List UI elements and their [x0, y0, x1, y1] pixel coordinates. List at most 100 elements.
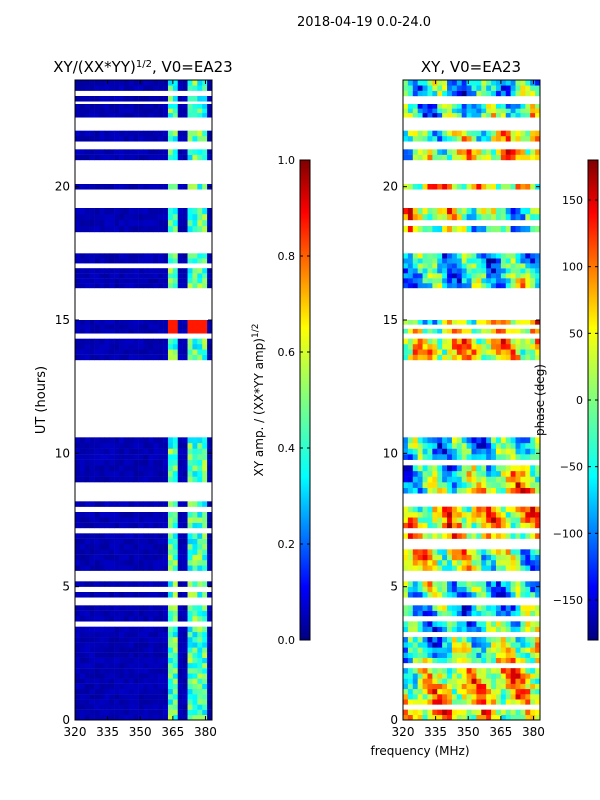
heatmap-cell	[432, 642, 438, 648]
heatmap-cell	[143, 208, 149, 215]
heatmap-cell	[530, 642, 536, 648]
heatmap-cell	[177, 226, 183, 233]
heatmap-cell	[148, 328, 154, 334]
heatmap-cell	[109, 136, 115, 142]
heatmap-cell	[104, 533, 110, 539]
heatmap-cell	[167, 283, 174, 289]
heatmap-cell	[89, 108, 95, 114]
heatmap-cell	[530, 226, 536, 233]
heatmap-cell	[163, 85, 169, 91]
heatmap-cell	[104, 678, 110, 684]
heatmap-cell	[456, 688, 463, 695]
heatmap-cell	[143, 283, 149, 289]
heatmap-cell	[461, 136, 467, 142]
heatmap-cell	[442, 714, 448, 720]
heatmap-cell	[510, 263, 516, 269]
heatmap-cell	[128, 522, 135, 529]
heatmap-cell	[412, 149, 418, 155]
heatmap-cell	[481, 263, 487, 269]
heatmap-cell	[133, 538, 139, 545]
heatmap-cell	[172, 104, 179, 109]
heatmap-cell	[491, 586, 497, 593]
heatmap-cell	[486, 80, 492, 86]
heatmap-cell	[158, 605, 164, 611]
heatmap-cell	[109, 253, 115, 259]
heatmap-cell	[515, 80, 521, 86]
heatmap-cell	[202, 605, 208, 611]
heatmap-cell	[535, 226, 540, 233]
heatmap-cell	[202, 565, 208, 571]
heatmap-cell	[153, 522, 159, 529]
heatmap-cell	[89, 565, 95, 571]
heatmap-cell	[481, 338, 487, 345]
heatmap-cell	[447, 112, 453, 118]
heatmap-cell	[427, 647, 433, 653]
heatmap-cell	[177, 278, 183, 284]
heatmap-cell	[182, 652, 188, 658]
heatmap-cell	[417, 714, 423, 720]
heatmap-cell	[495, 354, 502, 361]
heatmap-cell	[525, 136, 531, 142]
heatmap-cell	[520, 517, 526, 523]
heatmap-cell	[461, 130, 467, 137]
heatmap-cell	[148, 278, 154, 284]
heatmap-cell	[119, 354, 125, 361]
heatmap-cell	[192, 714, 198, 720]
heatmap-cell	[535, 263, 540, 269]
heatmap-cell	[535, 610, 540, 617]
heatmap-cell	[133, 283, 139, 289]
heatmap-cell	[163, 268, 169, 274]
heatmap-cell	[202, 637, 208, 643]
heatmap-cell	[182, 626, 188, 633]
heatmap-cell	[432, 108, 438, 114]
heatmap-cell	[197, 652, 203, 658]
heatmap-cell	[192, 512, 198, 518]
heatmap-cell	[530, 688, 536, 695]
heatmap-cell	[530, 448, 536, 455]
heatmap-cell	[177, 149, 183, 155]
heatmap-cell	[451, 214, 458, 221]
heatmap-cell	[471, 349, 477, 355]
heatmap-cell	[79, 104, 86, 109]
heatmap-cell	[510, 699, 516, 705]
heatmap-cell	[187, 668, 193, 674]
heatmap-cell	[510, 320, 516, 325]
heatmap-cell	[109, 273, 115, 279]
heatmap-cell	[491, 465, 497, 472]
heatmap-cell	[109, 338, 115, 345]
heatmap-cell	[437, 512, 443, 518]
x-tick-label: 350	[457, 725, 480, 739]
heatmap-cell	[403, 226, 409, 233]
heatmap-cell	[505, 560, 511, 566]
heatmap-cell	[510, 470, 516, 477]
heatmap-cell	[163, 184, 169, 190]
heatmap-cell	[442, 85, 448, 91]
heatmap-cell	[158, 544, 164, 550]
heatmap-cell	[138, 512, 144, 518]
heatmap-cell	[182, 637, 188, 643]
heatmap-cell	[451, 283, 458, 289]
heatmap-cell	[182, 208, 188, 215]
heatmap-cell	[491, 637, 497, 643]
heatmap-cell	[148, 533, 154, 539]
heatmap-cell	[94, 320, 100, 325]
heatmap-cell	[491, 621, 497, 627]
heatmap-cell	[407, 130, 414, 137]
heatmap-cell	[530, 437, 536, 444]
heatmap-cell	[99, 470, 105, 477]
heatmap-cell	[182, 184, 188, 190]
heatmap-cell	[447, 476, 453, 483]
colorbar-tick-label: 0	[576, 394, 583, 407]
heatmap-cell	[442, 560, 448, 566]
heatmap-cell	[172, 184, 179, 190]
heatmap-cell	[119, 605, 125, 611]
heatmap-cell	[530, 694, 536, 700]
heatmap-cell	[182, 220, 188, 227]
heatmap-cell	[143, 657, 149, 664]
heatmap-cell	[197, 465, 203, 472]
heatmap-cell	[177, 517, 183, 523]
heatmap-cell	[432, 683, 438, 690]
heatmap-cell	[442, 683, 448, 690]
heatmap-cell	[412, 554, 418, 561]
heatmap-cell	[182, 657, 188, 664]
